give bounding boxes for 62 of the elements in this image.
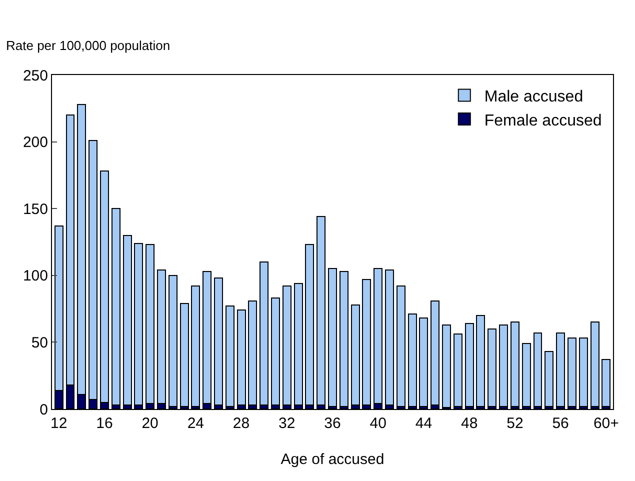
bar [225, 306, 234, 407]
bar [419, 318, 428, 407]
x-tick-label: 24 [187, 415, 204, 432]
bar [464, 323, 474, 407]
bar [260, 262, 269, 406]
x-tick-label: 44 [415, 415, 432, 432]
bar [271, 298, 280, 406]
y-tick-label: 150 [22, 200, 48, 218]
bar [294, 282, 303, 406]
bar [339, 270, 348, 407]
bar [476, 314, 486, 407]
bar [602, 359, 611, 407]
bar [396, 286, 406, 407]
bar [578, 338, 588, 407]
legend-label: Male accused [484, 88, 584, 106]
x-tick-label: 28 [232, 415, 250, 432]
bar [522, 343, 531, 407]
bar [328, 268, 337, 407]
x-tick-label: 48 [460, 415, 478, 432]
x-tick-label: 32 [278, 415, 296, 432]
bar [191, 286, 200, 407]
bar [168, 274, 178, 407]
x-tick-label: 12 [50, 415, 68, 432]
x-tick-label: 60+ [593, 415, 620, 432]
bar [533, 332, 542, 407]
bar [111, 208, 120, 406]
bar [214, 278, 223, 406]
y-tick-label: 250 [22, 67, 48, 84]
bar [499, 324, 508, 407]
y-tick-label: 200 [22, 134, 48, 152]
bar [453, 334, 462, 407]
x-tick-label: 56 [552, 415, 569, 432]
bar [350, 304, 360, 406]
legend-label: Female accused [484, 112, 602, 130]
bar [180, 302, 189, 407]
bar [305, 244, 314, 406]
x-tick-label: 52 [506, 415, 524, 432]
bar [567, 338, 576, 407]
x-tick-label: 36 [324, 415, 341, 432]
x-axis-title: Age of accused [280, 451, 384, 468]
bar [236, 310, 246, 406]
y-axis-title: Rate per 100,000 population [6, 38, 170, 53]
x-tick-label: 20 [142, 415, 158, 432]
bar [510, 322, 520, 407]
bar [408, 314, 417, 407]
bar [556, 332, 566, 407]
x-tick-label: 16 [96, 415, 113, 432]
y-tick-label: 0 [40, 401, 48, 418]
bar [248, 300, 258, 406]
bar [544, 351, 554, 407]
bar [122, 234, 132, 406]
bar [316, 216, 326, 406]
bar [385, 270, 394, 406]
bar [362, 278, 372, 406]
bar [134, 242, 144, 406]
bar [430, 300, 440, 406]
bar [488, 328, 497, 407]
bar [590, 322, 600, 407]
bar [282, 286, 292, 406]
x-tick-label: 40 [370, 415, 386, 432]
y-tick-label: 50 [31, 334, 48, 352]
y-tick-label: 100 [22, 268, 48, 285]
